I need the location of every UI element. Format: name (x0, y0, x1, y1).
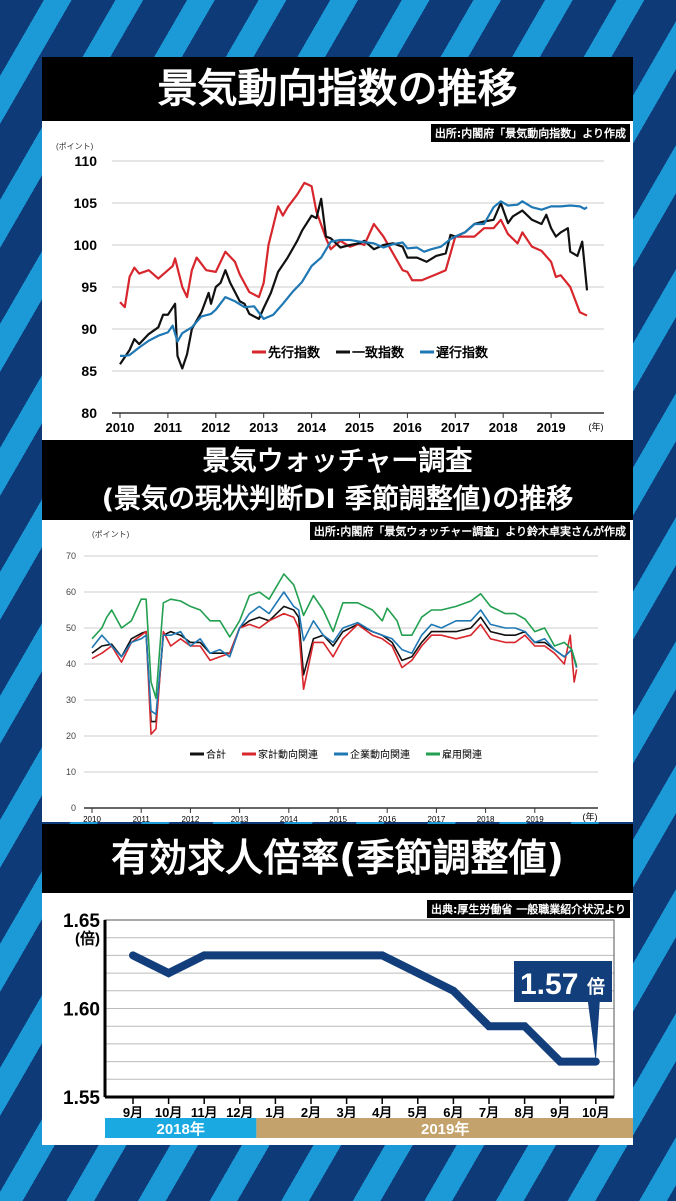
legend-label: 一致指数 (352, 345, 405, 360)
x-tick-label: 2012 (182, 815, 200, 822)
x-tick-label: 2015 (345, 420, 374, 435)
x-tick-label: 2016 (393, 420, 422, 435)
series-line-4 (91, 573, 578, 699)
callout-box (514, 961, 612, 1002)
callout-unit: 倍 (587, 976, 605, 997)
y-tick-label: 60 (66, 587, 76, 597)
x-tick-label: 7月 (479, 1105, 499, 1120)
x-tick-label: 2010 (83, 815, 101, 822)
source-2: 出所:内閣府「景気ウォッチャー調査」より鈴木卓実さんが作成 (309, 522, 630, 540)
y-tick-label: 1.60 (63, 1000, 100, 1021)
chart-job-openings-ratio: 1.65 1.60 1.55 (倍) 9月 10月 11月 12月 1月 2月 3月 4月 5月 6月 7月… (63, 911, 634, 1138)
y-tick-label: 1.55 (63, 1088, 100, 1109)
y-tick-label: 110 (74, 153, 97, 169)
y-unit-label: (倍) (75, 930, 100, 948)
x-tick-label: 2019 (526, 815, 544, 822)
x-tick-label: 2013 (249, 420, 278, 435)
x-unit-label: (年) (589, 421, 604, 432)
y-tick-label: 30 (66, 695, 76, 705)
y-tick-label: 50 (66, 623, 76, 633)
y-tick-label: 80 (81, 405, 97, 421)
y-tick-label: 70 (66, 551, 76, 561)
x-tick-label: 1月 (265, 1105, 285, 1120)
x-tick-label: 2018 (489, 420, 518, 435)
series-line-3 (120, 200, 588, 357)
series-line-2 (91, 612, 578, 735)
x-tick-label: 2018 (477, 815, 495, 822)
legend-label: 遅行指数 (436, 345, 489, 360)
x-tick-label: 2014 (297, 420, 327, 435)
x-tick-label: 12月 (226, 1105, 253, 1120)
x-tick-label: 8月 (514, 1105, 534, 1120)
title-2-line1: 景気ウォッチャー調査 (202, 446, 473, 477)
x-tick-label: 2015 (329, 815, 347, 822)
x-tick-label: 2014 (280, 815, 298, 822)
x-unit-label: (年) (583, 811, 598, 822)
x-tick-label: 10月 (155, 1105, 182, 1120)
legend-label: 雇用関連 (442, 748, 482, 761)
y-tick-label: 10 (66, 767, 76, 777)
y-unit-label: (ポイント) (56, 142, 94, 151)
x-tick-label: 9月 (123, 1105, 143, 1120)
series-line-3 (91, 591, 578, 716)
title-bar-1: 景気動向指数の推移 (42, 57, 633, 121)
series-line-1 (119, 181, 588, 317)
x-tick-label: 2010 (106, 420, 135, 435)
source-1: 出所:内閣府「景気動向指数」より作成 (430, 124, 630, 142)
panel-1: 110 105 100 95 90 85 80 2010 2011 2012 2013 2014 201… (42, 121, 633, 440)
x-tick-label: 2016 (378, 815, 396, 822)
title-bar-2: 景気ウォッチャー調査 (景気の現状判断DI 季節調整値)の推移 (42, 440, 633, 520)
series-line-2 (119, 197, 589, 370)
series-line (129, 951, 600, 1066)
year-label-2018: 2018年 (157, 1120, 205, 1138)
x-tick-label: 3月 (336, 1105, 356, 1120)
x-tick-label: 2017 (428, 815, 446, 822)
panel-2: 70 60 50 40 30 20 10 0 2010 2011 2012 2013 2014 2015 2… (42, 520, 633, 824)
chart-leading-indices: 110 105 100 95 90 85 80 2010 2011 2012 2013 2014 201… (56, 142, 604, 435)
y-tick-label: 100 (74, 237, 98, 253)
x-tick-label: 2011 (154, 420, 182, 435)
x-tick-label: 2017 (441, 420, 470, 435)
year-band-2019 (256, 1118, 634, 1138)
x-tick-label: 2012 (201, 420, 230, 435)
y-tick-label: 20 (66, 731, 76, 741)
x-tick-label: 2月 (301, 1105, 321, 1120)
legend-label: 合計 (206, 748, 226, 761)
y-tick-label: 95 (81, 279, 97, 295)
year-band-2018 (105, 1118, 257, 1138)
x-tick-label: 5月 (408, 1105, 428, 1120)
callout-pointer (587, 1001, 600, 1062)
x-tick-label: 10月 (582, 1105, 609, 1120)
y-tick-label: 0 (71, 803, 76, 813)
x-tick-label: 6月 (443, 1105, 463, 1120)
callout-value: 1.57 (520, 968, 578, 1001)
x-tick-label: 2013 (231, 815, 249, 822)
y-tick-label: 85 (81, 363, 97, 379)
x-tick-label: 2019 (537, 420, 566, 435)
x-tick-label: 9月 (550, 1105, 570, 1120)
title-bar-3: 有効求人倍率(季節調整値) (42, 824, 633, 893)
year-label-2019: 2019年 (421, 1120, 469, 1138)
x-tick-label: 4月 (372, 1105, 392, 1120)
legend-label: 家計動向関連 (258, 748, 318, 761)
legend-label: 先行指数 (268, 345, 321, 360)
title-2-line2: (景気の現状判断DI 季節調整値)の推移 (101, 484, 574, 515)
x-tick-label: 2011 (133, 815, 151, 822)
source-3: 出典:厚生労働省 一般職業紹介状況より (426, 900, 630, 918)
x-tick-label: 11月 (191, 1105, 218, 1120)
y-tick-label: 90 (81, 321, 97, 337)
panel-3: 1.65 1.60 1.55 (倍) 9月 10月 11月 12月 1月 2月 3月 4月 5月 6月 7月… (42, 893, 634, 1145)
y-unit-label: (ポイント) (92, 530, 130, 539)
y-tick-label: 105 (74, 195, 98, 211)
y-tick-label: 40 (66, 659, 76, 669)
y-tick-label: 1.65 (63, 911, 100, 932)
legend-label: 企業動向関連 (350, 748, 410, 761)
